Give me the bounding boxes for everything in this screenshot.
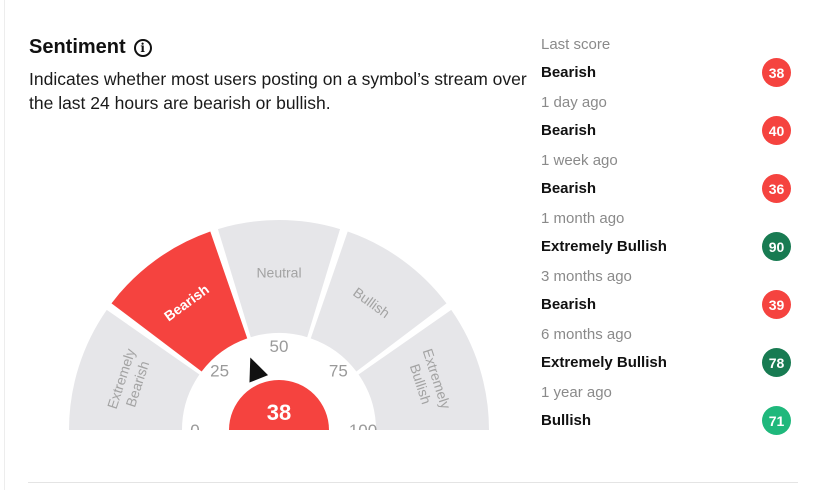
gauge-score-bubble (229, 380, 329, 430)
history-item: 3 months ago Bearish 39 (541, 268, 793, 326)
history-item: Last score Bearish 38 (541, 36, 793, 94)
history-period: 1 month ago (541, 210, 625, 227)
gauge-label-neutral: Neutral (256, 265, 301, 281)
gauge-scale-25: 25 (210, 362, 229, 381)
history-sentiment-label: Extremely Bullish (541, 354, 667, 371)
gauge-segment-bullish (310, 231, 447, 372)
history-period: 3 months ago (541, 268, 632, 285)
history-item: 1 week ago Bearish 36 (541, 152, 793, 210)
history-item: 6 months ago Extremely Bullish 78 (541, 326, 793, 384)
history-sentiment-label: Extremely Bullish (541, 238, 667, 255)
gauge-segment-bearish (111, 231, 248, 372)
page-title: Sentiment (29, 36, 126, 58)
sentiment-header: Sentiment i Indicates whether most users… (29, 36, 529, 115)
gauge-scale-75: 75 (329, 362, 348, 381)
info-icon[interactable]: i (133, 38, 152, 57)
history-score-badge: 90 (762, 232, 791, 261)
sentiment-gauge: ExtremelyBearishBearishNeutralBullishExt… (69, 220, 489, 440)
history-period: 1 day ago (541, 94, 607, 111)
history-score-badge: 39 (762, 290, 791, 319)
history-sentiment-label: Bearish (541, 64, 597, 81)
left-divider (4, 0, 5, 490)
sentiment-history-list: Last score Bearish 38 1 day ago Bearish 40 1 w… (541, 36, 793, 442)
history-score-badge: 40 (762, 116, 791, 145)
title-row: Sentiment i (29, 36, 529, 59)
history-period: 6 months ago (541, 326, 632, 343)
history-item: 1 month ago Extremely Bullish 90 (541, 210, 793, 268)
sentiment-description: Indicates whether most users posting on … (29, 69, 527, 113)
history-item: 1 day ago Bearish 40 (541, 94, 793, 152)
history-score-badge: 78 (762, 348, 791, 377)
history-period: 1 year ago (541, 384, 612, 401)
history-sentiment-label: Bullish (541, 412, 592, 429)
gauge-needle (249, 357, 269, 383)
history-score-badge: 36 (762, 174, 791, 203)
bottom-divider (28, 482, 798, 483)
history-period: 1 week ago (541, 152, 618, 169)
history-score-badge: 38 (762, 58, 791, 87)
history-item: 1 year ago Bullish 71 (541, 384, 793, 442)
gauge-segment-extremely-bearish (69, 309, 200, 430)
gauge-scale-50: 50 (270, 337, 289, 356)
gauge-scale-100: 100 (349, 421, 377, 440)
history-sentiment-label: Bearish (541, 122, 597, 139)
gauge-scale-0: 0 (190, 421, 199, 440)
history-sentiment-label: Bearish (541, 296, 597, 313)
history-score-badge: 71 (762, 406, 791, 435)
gauge-segment-extremely-bullish (358, 309, 489, 430)
history-sentiment-label: Bearish (541, 180, 597, 197)
gauge-score-value: 38 (267, 400, 291, 425)
gauge-segment-neutral (217, 220, 341, 338)
history-period: Last score (541, 36, 611, 53)
